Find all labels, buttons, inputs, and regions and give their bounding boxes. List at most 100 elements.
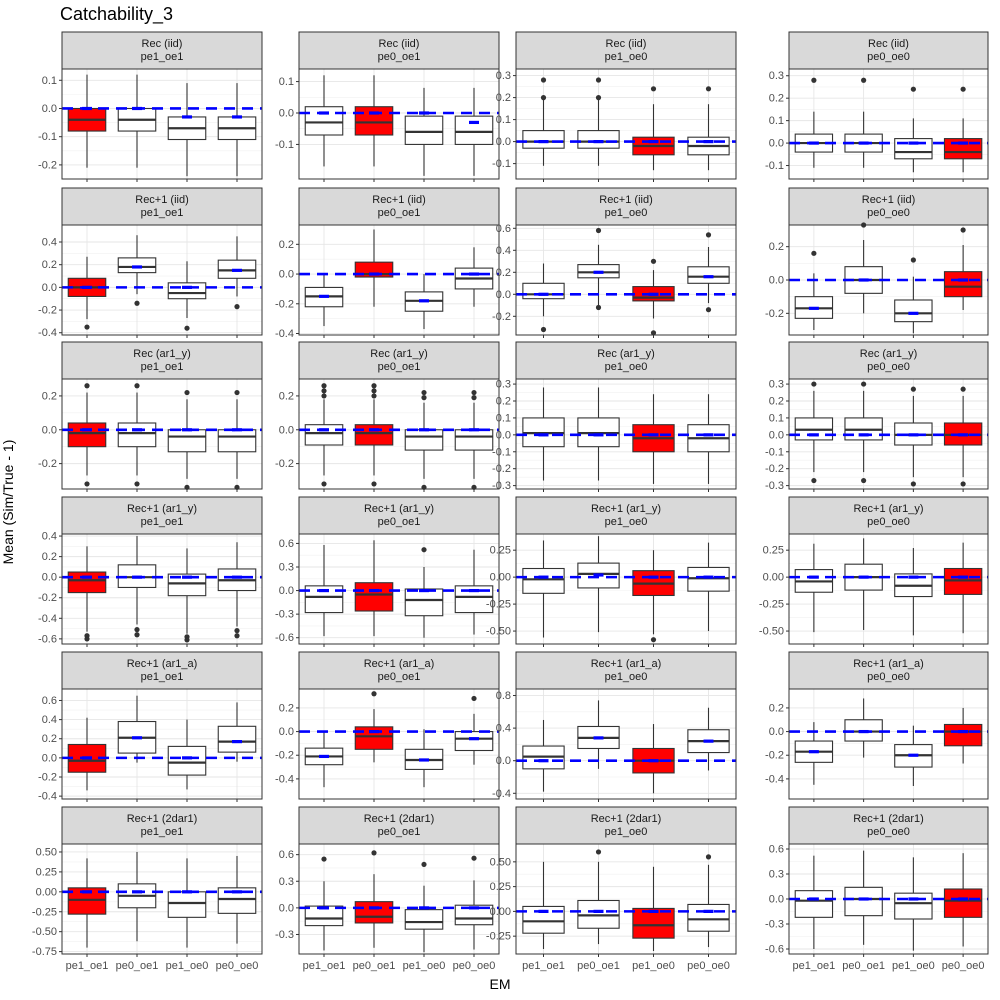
panel-background (789, 69, 988, 179)
y-tick-label: -0.3 (275, 929, 294, 941)
box-body (354, 106, 394, 136)
panel-background (516, 69, 736, 179)
facet-strip (788, 341, 989, 380)
outlier-point (910, 86, 916, 92)
facet-panel: Rec (ar1_y)pe0_oe0 -0.3 -0.2 -0.1 0.0 0.1 0.2 0… (765, 341, 989, 492)
y-tick-label: 0.50 (490, 856, 511, 868)
box-body (522, 130, 565, 149)
y-tick-label: -0.4 (38, 327, 57, 339)
y-tick-label: 0.3 (769, 379, 784, 391)
panel-border (298, 533, 500, 645)
facet-panel: Rec (iid)pe1_oe0 -0.1 0.0 0.1 0.2 0.3 (492, 31, 737, 182)
y-tick-label: -0.1 (765, 160, 784, 172)
y-tick-label: 0.2 (42, 259, 57, 271)
box-pe0_oe0 (217, 83, 257, 177)
panel-border (515, 533, 737, 645)
facet-strip (515, 31, 737, 70)
y-tick-label: 0.0 (42, 103, 57, 115)
box-body (687, 266, 730, 284)
outlier-point (134, 383, 140, 389)
facet-strip-label: pe0_oe0 (867, 671, 910, 683)
box-pe0_oe0 (687, 394, 730, 484)
facet-strip-label: Rec (ar1_y) (370, 348, 427, 360)
x-tick-label: pe1_oe0 (166, 960, 209, 972)
y-tick-label: 0.2 (42, 390, 57, 402)
y-tick-label: -0.50 (32, 926, 57, 938)
box-body (943, 271, 983, 298)
facet-strip-label: pe1_oe0 (605, 826, 648, 838)
y-tick-label: 0.0 (279, 108, 294, 120)
y-tick-label: 0.25 (763, 545, 784, 557)
outlier-point (705, 307, 712, 313)
facet-strip-label: Rec (iid) (868, 38, 909, 50)
facet-strip-label: pe0_oe0 (867, 516, 910, 528)
facet-panel: Rec+1 (ar1_a)pe1_oe0 -0.4 0.0 0.4 0.8 (492, 651, 737, 802)
y-tick-label: 0.3 (769, 70, 784, 82)
facet-strip-label: pe0_oe1 (378, 671, 421, 683)
y-tick-label: 0.1 (42, 75, 57, 87)
box-pe0_oe1 (354, 691, 394, 763)
facet-strip-label: Rec+1 (ar1_a) (127, 658, 198, 670)
facet-strip-label: pe1_oe1 (141, 516, 184, 528)
outlier-point (421, 861, 427, 868)
box-body (404, 115, 444, 145)
outlier-point (371, 481, 377, 487)
y-axis-label: Mean (Sim/True - 1) (0, 439, 16, 565)
x-tick-label: pe1_oe1 (522, 960, 565, 972)
outlier-point (595, 77, 602, 83)
facet-panel: Rec (iid)pe1_oe1 -0.2 -0.1 0.0 0.1 (38, 31, 263, 182)
facet-strip-label: pe0_oe0 (867, 207, 910, 219)
facet-panel: Rec+1 (ar1_a)pe1_oe1 -0.4 -0.2 0.0 0.2 0.4 0.6 (38, 651, 263, 803)
y-tick-label: 0.4 (42, 714, 57, 726)
outlier-point (234, 304, 240, 310)
y-tick-label: 0.0 (769, 726, 784, 738)
box-pe0_oe0 (217, 542, 257, 639)
outlier-point (960, 481, 966, 487)
y-tick-label: 0.25 (490, 881, 511, 893)
outlier-point (421, 395, 427, 401)
y-tick-label: 0.3 (769, 869, 784, 881)
facet-strip (788, 651, 989, 690)
facet-strip (298, 806, 500, 845)
x-tick-label: pe0_oe1 (353, 960, 396, 972)
box-pe0_oe0 (687, 854, 730, 948)
box-pe1_oe0 (632, 550, 675, 643)
y-tick-label: 0.0 (279, 424, 294, 436)
facet-panel: Rec (ar1_y)pe0_oe1 -0.2 0.0 0.2 (275, 341, 500, 492)
box-body (687, 903, 730, 932)
facet-strip (61, 187, 263, 226)
x-axis-label: EM (489, 976, 511, 992)
x-tick-label: pe0_oe0 (216, 960, 259, 972)
outlier-point (650, 86, 657, 92)
facet-strip-label: pe0_oe1 (378, 826, 421, 838)
y-tick-label: 0.00 (36, 886, 57, 898)
outlier-point (234, 633, 240, 639)
box-pe0_oe0 (454, 855, 494, 950)
facet-strip-label: Rec+1 (2dar1) (591, 813, 662, 825)
outlier-point (84, 636, 90, 642)
facet-strip (515, 187, 737, 226)
y-tick-label: 0.0 (42, 752, 57, 764)
facet-strip (298, 651, 500, 690)
outlier-point (234, 628, 240, 634)
y-tick-label: -0.1 (492, 158, 511, 170)
outlier-point (471, 695, 477, 702)
box-body (404, 909, 444, 930)
box-pe0_oe1 (577, 387, 620, 481)
facet-panel: Rec+1 (ar1_a)pe0_oe0 -0.4 -0.2 0.0 0.2 (765, 651, 989, 802)
y-tick-label: -0.3 (492, 480, 511, 492)
y-tick-label: -0.4 (38, 613, 57, 625)
box-pe1_oe1 (304, 383, 344, 487)
outlier-point (321, 481, 327, 487)
y-tick-label: 0.3 (496, 379, 511, 391)
facet-strip (61, 31, 263, 70)
outlier-point (960, 386, 966, 392)
y-tick-label: 0.1 (769, 412, 784, 424)
box-body (522, 282, 565, 300)
y-tick-label: -0.1 (38, 131, 57, 143)
y-tick-label: 0.0 (496, 755, 511, 767)
y-tick-label: 0.3 (496, 70, 511, 82)
facet-strip-label: pe0_oe0 (867, 826, 910, 838)
y-tick-label: 0.0 (769, 429, 784, 441)
